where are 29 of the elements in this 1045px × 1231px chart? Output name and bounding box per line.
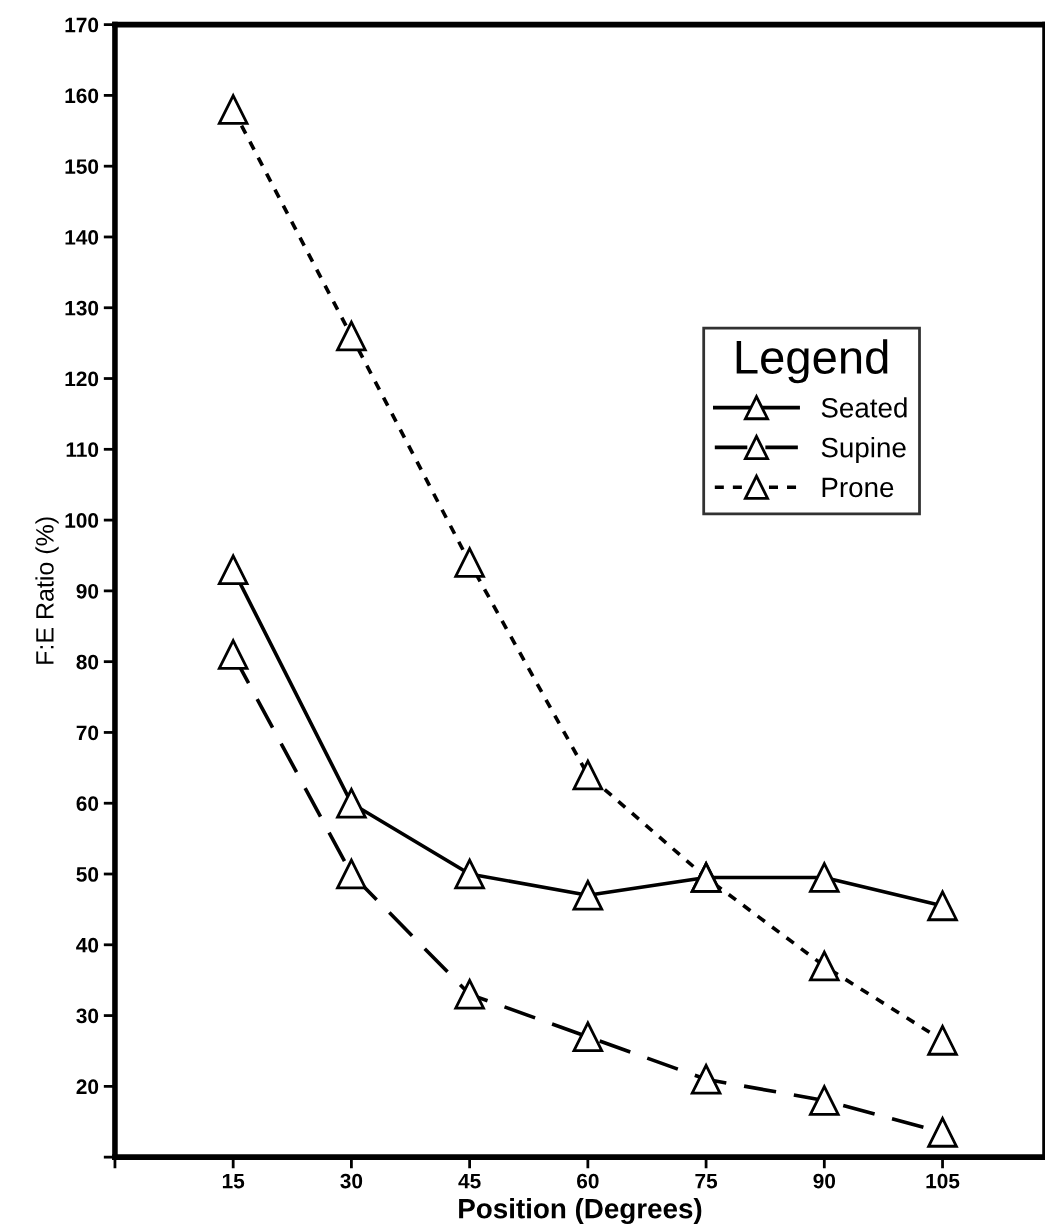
x-tick-label: 30 [340, 1173, 363, 1189]
y-tick-label: 110 [66, 442, 99, 458]
y-tick-label: 100 [65, 513, 99, 528]
y-tick-label: 40 [76, 937, 99, 953]
y-axis-title: F:E Ratio (%) [35, 517, 59, 664]
y-tick-label: 170 [65, 17, 99, 33]
y-tick-label: 160 [65, 88, 99, 104]
y-tick-label: 70 [76, 725, 99, 741]
x-tick-label: 105 [926, 1173, 960, 1189]
y-tick-label: 150 [65, 159, 99, 174]
x-tick-label: 15 [222, 1173, 245, 1189]
y-tick-label: 120 [65, 371, 99, 387]
x-tick-label: 60 [577, 1173, 599, 1189]
legend-label: Seated [821, 397, 907, 418]
legend-label: Supine [821, 437, 906, 463]
y-tick-label: 130 [65, 300, 99, 316]
y-tick-label: 50 [76, 867, 99, 882]
x-axis-title: Position (Degrees) [459, 1198, 702, 1225]
y-tick-label: 140 [65, 229, 99, 245]
y-tick-label: 20 [76, 1079, 99, 1095]
y-tick-label: 30 [76, 1008, 99, 1024]
legend-label: Prone [822, 477, 894, 498]
y-tick-label: 80 [76, 654, 99, 670]
y-tick-label: 60 [76, 796, 99, 811]
legend-title: Legend [736, 339, 888, 384]
x-tick-label: 90 [813, 1173, 836, 1189]
x-tick-label: 45 [458, 1173, 481, 1189]
y-tick-label: 90 [76, 583, 99, 599]
x-tick-label: 75 [695, 1173, 718, 1189]
